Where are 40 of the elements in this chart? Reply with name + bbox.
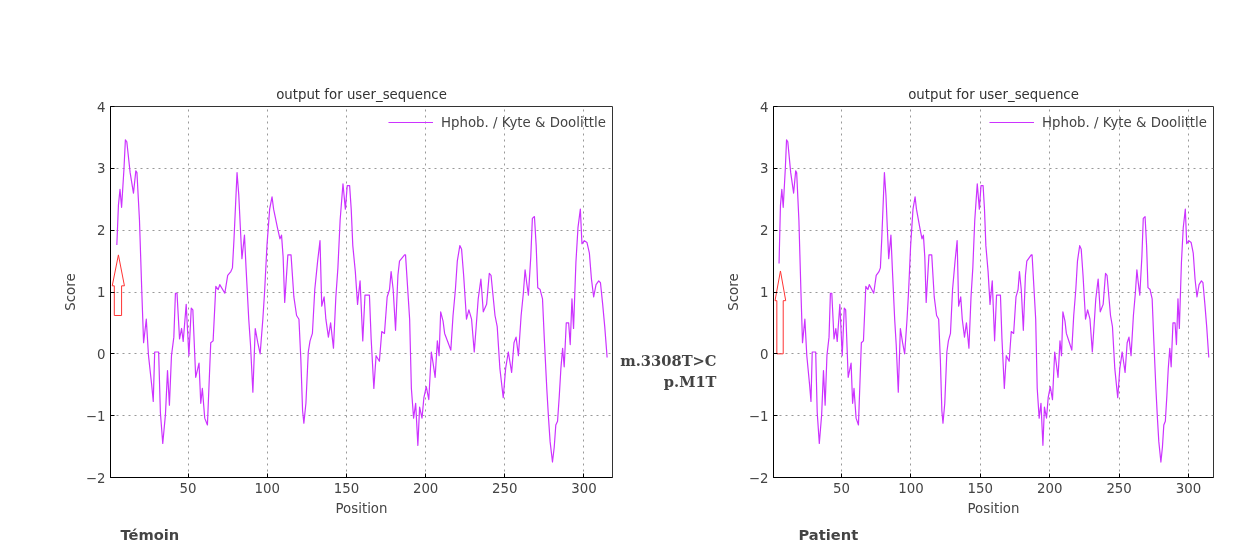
- chart-title: output for user_sequence: [276, 86, 447, 102]
- x-tick-label: 300: [571, 480, 597, 496]
- y-tick-label: 3: [760, 161, 769, 177]
- x-axis-title: Position: [967, 500, 1020, 516]
- x-tick-label: 100: [898, 480, 924, 496]
- x-axis-title: Position: [335, 500, 388, 516]
- y-tick-label: −2: [748, 470, 769, 486]
- y-tick-label: 1: [97, 285, 106, 300]
- x-tick-label: 150: [967, 480, 994, 496]
- x-tick-label: 250: [1106, 480, 1132, 496]
- y-tick-label: 0: [760, 346, 769, 362]
- x-tick-label: 50: [179, 480, 197, 496]
- y-tick-label: 4: [760, 99, 769, 115]
- y-tick-label: 2: [760, 223, 769, 239]
- x-tick-label: 50: [833, 480, 850, 496]
- y-tick-label: 3: [97, 161, 106, 177]
- y-tick-label: −1: [85, 408, 106, 424]
- y-axis-title: Score: [725, 273, 741, 311]
- chart-title: output for user_sequence: [908, 86, 1079, 102]
- x-tick-label: 300: [1175, 480, 1202, 496]
- x-tick-label: 200: [412, 480, 439, 496]
- legend-label: Hphob. / Kyte & Doolittle: [1041, 114, 1207, 130]
- x-tick-label: 250: [492, 480, 518, 496]
- y-tick-label: −2: [85, 470, 106, 486]
- text: p.M1T: [663, 373, 717, 391]
- y-tick-label: 4: [97, 99, 106, 115]
- y-axis-title: Score: [62, 273, 78, 311]
- y-tick-label: 1: [760, 285, 769, 300]
- legend-label: Hphob. / Kyte & Doolittle: [440, 114, 606, 130]
- line-series: [116, 139, 608, 463]
- text: Témoin: [120, 525, 180, 543]
- x-tick-label: 100: [254, 480, 281, 496]
- x-tick-label: 150: [333, 480, 360, 496]
- line-series: [778, 139, 1210, 463]
- y-tick-label: 2: [97, 223, 106, 239]
- text: Patient: [798, 525, 859, 543]
- y-tick-label: −1: [748, 408, 769, 424]
- y-tick-label: 0: [97, 346, 106, 362]
- x-tick-label: 200: [1036, 480, 1063, 496]
- text: m.3308T>C: [620, 351, 717, 369]
